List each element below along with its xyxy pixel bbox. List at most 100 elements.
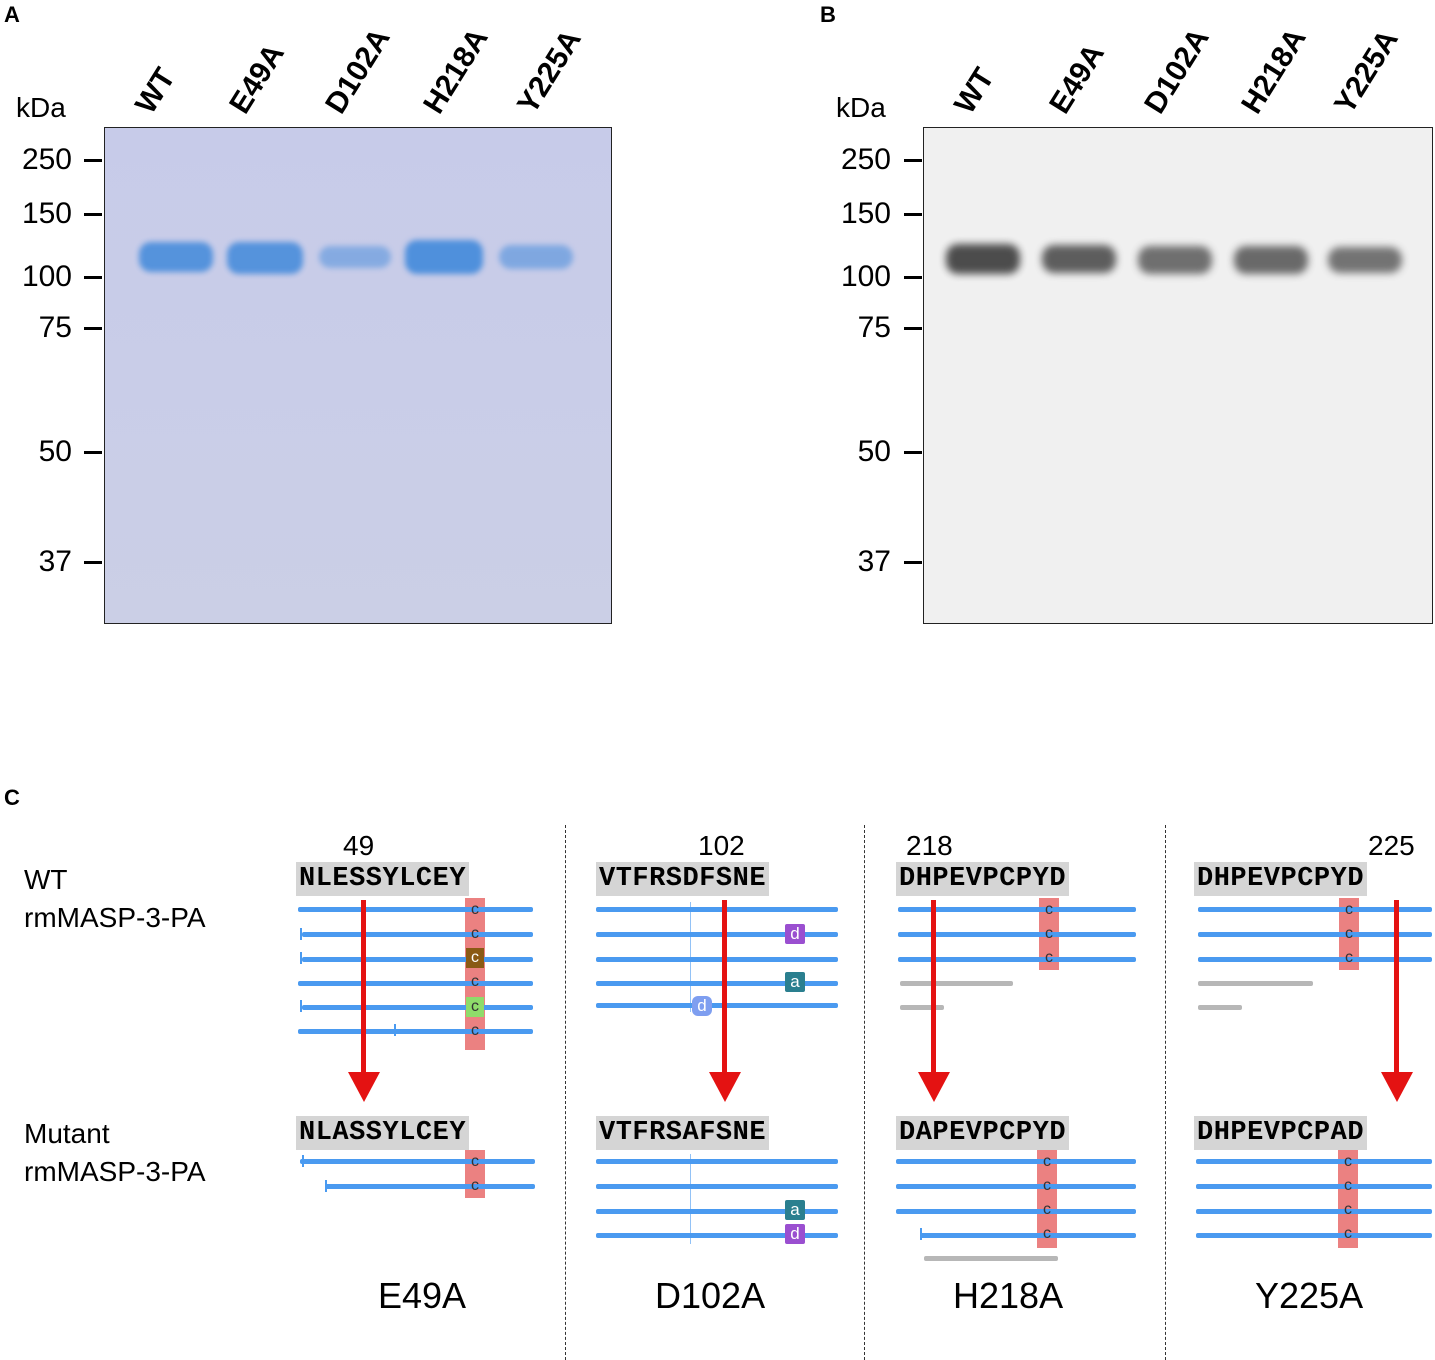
panel-c-letter: C xyxy=(4,785,20,810)
gel-b-marker-150: 150 xyxy=(840,197,891,230)
d102a-mut-read xyxy=(596,1184,838,1189)
d102a-arrow-head-icon xyxy=(709,1072,741,1102)
h218a-mut-read xyxy=(896,1209,1136,1214)
h218a-mut-base-c: c xyxy=(1043,1153,1051,1170)
gel-b-unit-label: kDa xyxy=(836,92,886,123)
y225a-name: Y225A xyxy=(1255,1275,1364,1316)
h218a-mut-read xyxy=(896,1184,1136,1189)
y225a-mut-base-c: c xyxy=(1344,1177,1352,1194)
gel-b-tick-150 xyxy=(904,213,922,216)
y225a-mutation-arrow xyxy=(1394,900,1399,1078)
e49a-wt-sequence: NLESSYLCEY xyxy=(296,862,470,896)
y225a-wt-read xyxy=(1198,957,1432,962)
read-tick xyxy=(394,1024,396,1036)
d102a-wt-mark-d: d xyxy=(785,924,805,944)
gel-b-image xyxy=(923,127,1433,624)
read-tick xyxy=(325,1180,327,1192)
y225a-wt-base-c: c xyxy=(1345,925,1353,942)
e49a-wt-read xyxy=(302,1005,533,1010)
gel-a-image xyxy=(104,127,612,624)
y225a-position-label: 225 xyxy=(1368,830,1415,861)
gel-b-lane-y225a: Y225A xyxy=(1328,24,1405,120)
gel-b-tick-50 xyxy=(904,451,922,454)
d102a-mut-mark-d: d xyxy=(785,1224,805,1244)
gel-a-lane-d102a: D102A xyxy=(319,22,397,120)
gel-b-tick-250 xyxy=(904,159,922,162)
panel-a-letter: A xyxy=(4,2,20,27)
read-tick xyxy=(300,928,302,940)
gel-a-lane-wt: WT xyxy=(129,62,182,120)
d102a-position-label: 102 xyxy=(698,830,745,861)
read-tick xyxy=(302,1155,304,1167)
y225a-mut-read xyxy=(1196,1209,1432,1214)
h218a-mut-read xyxy=(920,1233,1136,1238)
gel-a-tick-75 xyxy=(84,327,102,330)
gel-a-marker-150: 150 xyxy=(21,197,72,230)
gel-b-tick-37 xyxy=(904,561,922,564)
h218a-wt-read xyxy=(898,932,1136,937)
gel-a-lane-y225a: Y225A xyxy=(511,24,588,120)
gel-a-unit-label: kDa xyxy=(16,92,66,123)
e49a-wt-base-c: c xyxy=(466,997,484,1017)
d102a-mut-read xyxy=(596,1159,838,1164)
mutant-row-label-line2: rmMASP-3-PA xyxy=(24,1156,206,1187)
gel-a-marker-250: 250 xyxy=(21,143,72,176)
gel-b-marker-37: 37 xyxy=(857,545,891,578)
h218a-wt-read xyxy=(898,907,1136,912)
d102a-wt-read xyxy=(596,932,838,937)
e49a-wt-base-c: c xyxy=(471,973,479,990)
gel-a-tick-37 xyxy=(84,561,102,564)
gel-a-band-e49a xyxy=(227,242,303,274)
mutant-row-label-line1: Mutant xyxy=(24,1118,110,1149)
e49a-mut-read xyxy=(325,1184,535,1189)
gel-b-tick-100 xyxy=(904,276,922,279)
wt-row-label-line2: rmMASP-3-PA xyxy=(24,902,206,933)
h218a-wt-gray-read xyxy=(900,1005,944,1010)
y225a-mut-base-c: c xyxy=(1344,1225,1352,1242)
e49a-mutant-sequence: NLASSYLCEY xyxy=(296,1116,470,1150)
e49a-wt-read xyxy=(302,932,533,937)
panel-b-letter: B xyxy=(820,2,836,27)
read-tick xyxy=(690,902,691,1012)
e49a-arrow-head-icon xyxy=(348,1072,380,1102)
d102a-wt-read xyxy=(596,1003,838,1008)
gel-a-lane-e49a: E49A xyxy=(223,38,291,120)
wt-row-label-line1: WT xyxy=(24,864,68,895)
gel-b-lane-e49a: E49A xyxy=(1043,38,1111,120)
column-divider xyxy=(864,825,865,1360)
d102a-wt-sequence: VTFRSDFSNE xyxy=(596,862,770,896)
y225a-mut-read xyxy=(1196,1159,1432,1164)
d102a-mut-read xyxy=(596,1209,838,1214)
d102a-wt-mark-d: d xyxy=(692,996,712,1016)
gel-b-marker-250: 250 xyxy=(840,143,891,176)
e49a-position-label: 49 xyxy=(343,830,375,861)
gel-b-marker-50: 50 xyxy=(857,435,891,468)
h218a-wt-gray-read xyxy=(900,981,1013,986)
gel-a-band-d102a xyxy=(319,246,391,268)
d102a-mut-mark-a: a xyxy=(785,1200,805,1220)
read-tick xyxy=(690,1154,691,1244)
h218a-mutant-sequence: DAPEVPCPYD xyxy=(896,1116,1070,1150)
read-tick xyxy=(920,1228,922,1240)
h218a-wt-base-c: c xyxy=(1045,925,1053,942)
y225a-mut-highlight-column xyxy=(1338,1150,1358,1248)
read-tick xyxy=(300,1000,302,1012)
h218a-mut-base-c: c xyxy=(1043,1225,1051,1242)
y225a-wt-read xyxy=(1198,907,1432,912)
h218a-mut-gray-read xyxy=(924,1256,1058,1261)
h218a-mut-read xyxy=(896,1159,1136,1164)
y225a-mutant-sequence: DHPEVPCPAD xyxy=(1194,1116,1368,1150)
d102a-wt-read xyxy=(596,957,838,962)
e49a-mut-base-c: c xyxy=(471,1177,479,1194)
y225a-wt-base-c: c xyxy=(1345,901,1353,918)
d102a-wt-mark-a: a xyxy=(785,972,805,992)
h218a-mutation-arrow xyxy=(931,900,936,1078)
h218a-wt-base-c: c xyxy=(1045,949,1053,966)
d102a-mut-read xyxy=(596,1233,838,1238)
gel-a-marker-37: 37 xyxy=(38,545,72,578)
e49a-wt-base-c: c xyxy=(471,901,479,918)
gel-b-band-wt xyxy=(946,244,1020,274)
gel-a-marker-75: 75 xyxy=(38,311,72,344)
y225a-wt-read xyxy=(1198,932,1432,937)
gel-a-marker-100: 100 xyxy=(21,260,72,293)
